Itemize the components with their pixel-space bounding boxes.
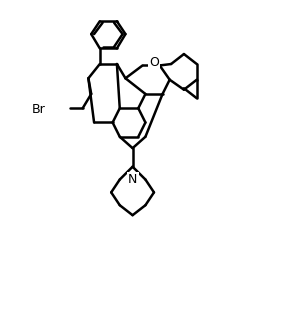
Text: N: N: [128, 173, 137, 186]
Text: O: O: [149, 56, 159, 69]
Text: Br: Br: [32, 103, 45, 116]
